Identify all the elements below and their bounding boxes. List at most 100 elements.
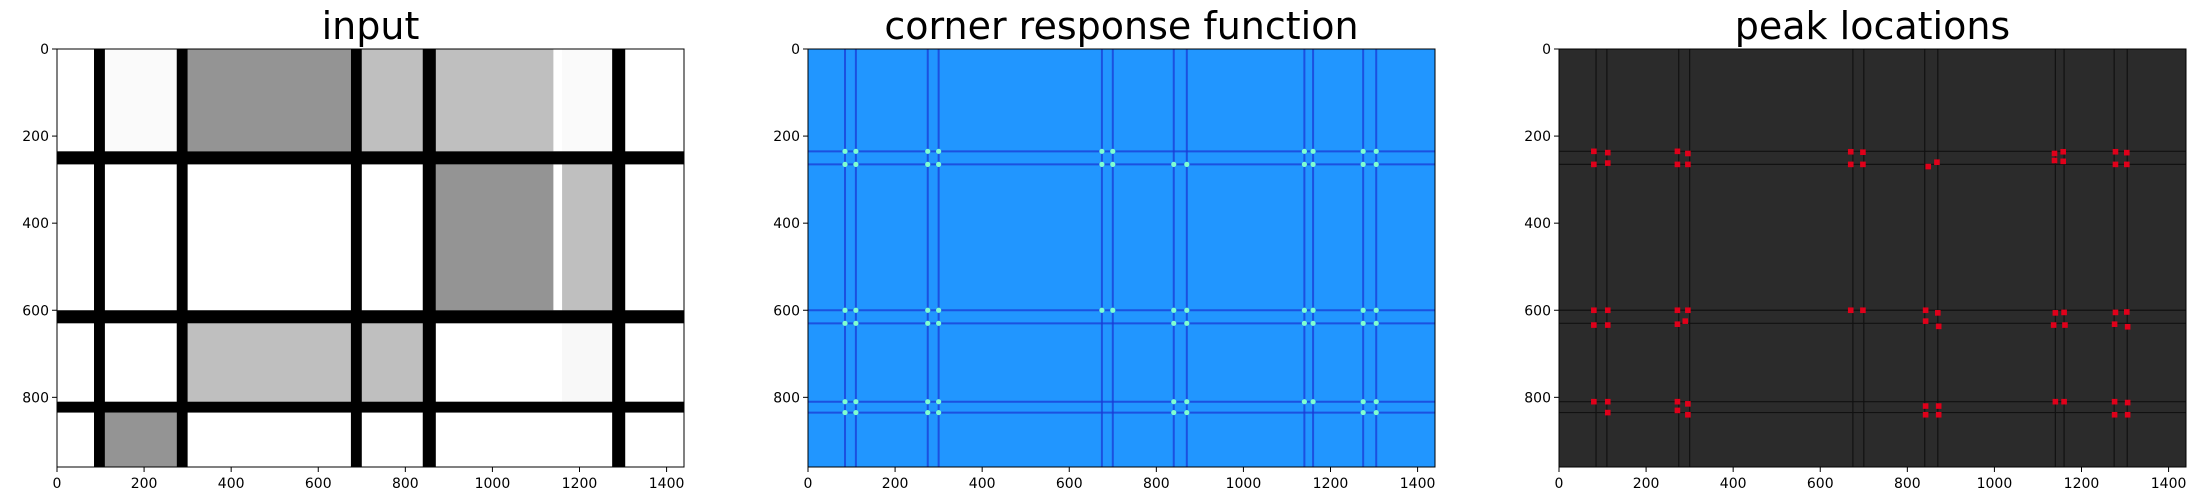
x-tick-label: 800 bbox=[1143, 476, 1170, 492]
peak-marker bbox=[2123, 161, 2130, 168]
horizontal-bar bbox=[57, 151, 684, 165]
y-tick-label: 800 bbox=[773, 390, 800, 406]
vertical-bar bbox=[176, 49, 188, 467]
corner-peak bbox=[1184, 409, 1190, 416]
corner-peak bbox=[1171, 320, 1177, 326]
peak-marker bbox=[1591, 307, 1597, 314]
peak-marker bbox=[2061, 309, 2067, 316]
corner-peak bbox=[1310, 148, 1316, 154]
corner-peak bbox=[1301, 148, 1307, 154]
corner-peak bbox=[1171, 161, 1177, 167]
peak-marker bbox=[1604, 307, 1611, 314]
panel-title: peak locations bbox=[1735, 4, 2010, 48]
peak-marker bbox=[1685, 161, 1691, 168]
corner-peak bbox=[1171, 399, 1177, 405]
panel-input: input 0 200 400 600 800 1000 1200 1400 0 200 400 60… bbox=[22, 4, 685, 492]
peak-marker bbox=[1860, 161, 1866, 168]
x-tick-label: 600 bbox=[1807, 476, 1834, 492]
corner-peak bbox=[842, 399, 848, 405]
vertical-bar bbox=[94, 49, 105, 467]
peak-marker bbox=[2060, 148, 2067, 155]
x-tick-label: 200 bbox=[1633, 476, 1660, 492]
peak-marker bbox=[2111, 398, 2118, 405]
peak-marker bbox=[1591, 148, 1597, 155]
corner-peak bbox=[1373, 399, 1379, 405]
corner-peak bbox=[1373, 307, 1379, 313]
corner-peak bbox=[1099, 161, 1105, 167]
y-tick-label: 600 bbox=[1524, 303, 1551, 319]
peak-marker bbox=[1922, 318, 1929, 324]
x-tick-label: 400 bbox=[969, 476, 996, 492]
y-tick-label: 0 bbox=[791, 42, 800, 58]
filled-cell bbox=[361, 49, 554, 152]
corner-peak bbox=[1373, 320, 1379, 326]
peak-marker bbox=[1604, 149, 1611, 156]
corner-peak bbox=[1310, 320, 1316, 326]
peak-marker bbox=[1674, 307, 1681, 314]
x-tick-label: 0 bbox=[804, 476, 813, 492]
corner-peak bbox=[853, 161, 859, 167]
corner-peak bbox=[842, 320, 848, 326]
peak-marker bbox=[2050, 322, 2057, 328]
horizontal-bar bbox=[57, 310, 684, 324]
corner-peak bbox=[1184, 399, 1190, 405]
corner-peak bbox=[1184, 161, 1190, 167]
filled-cell bbox=[562, 323, 613, 402]
peak-marker bbox=[1935, 411, 1942, 418]
corner-peak bbox=[936, 320, 942, 326]
y-tick-label: 400 bbox=[773, 216, 800, 232]
peak-marker bbox=[2051, 150, 2058, 157]
corner-peak bbox=[1110, 161, 1116, 167]
image-background bbox=[808, 49, 1435, 467]
corner-peak bbox=[1301, 161, 1307, 167]
x-tick-label: 1200 bbox=[1313, 476, 1349, 492]
y-tick-label: 800 bbox=[22, 390, 49, 406]
peak-marker bbox=[1922, 403, 1929, 409]
corner-peak bbox=[1301, 320, 1307, 326]
plot-area bbox=[57, 49, 684, 467]
filled-cell bbox=[104, 412, 177, 467]
peak-marker bbox=[1847, 148, 1854, 155]
x-tick-label: 1400 bbox=[649, 476, 685, 492]
y-tick-label: 400 bbox=[1524, 216, 1551, 232]
peak-marker bbox=[1604, 409, 1611, 416]
peak-marker bbox=[1685, 150, 1691, 157]
axes-frame bbox=[56, 48, 685, 468]
corner-peak bbox=[1373, 161, 1379, 167]
y-tick-label: 200 bbox=[1524, 129, 1551, 145]
x-tick-label: 1000 bbox=[1226, 476, 1262, 492]
corner-peak bbox=[1301, 399, 1307, 405]
peak-marker bbox=[2062, 322, 2068, 328]
corner-peak bbox=[1360, 399, 1366, 405]
corner-peak bbox=[1110, 307, 1116, 313]
corner-peak bbox=[1310, 399, 1316, 405]
peak-marker bbox=[1604, 322, 1611, 328]
y-tick-label: 200 bbox=[22, 129, 49, 145]
peak-marker bbox=[1847, 307, 1854, 314]
corner-peak bbox=[1171, 307, 1177, 313]
x-tick-label: 1400 bbox=[2151, 476, 2187, 492]
x-tick-label: 400 bbox=[1720, 476, 1747, 492]
corner-peak bbox=[936, 307, 942, 313]
peak-marker bbox=[1935, 323, 1942, 330]
peak-marker bbox=[1674, 321, 1681, 327]
corner-peak bbox=[1360, 320, 1366, 326]
y-tick-label: 0 bbox=[1542, 42, 1551, 58]
peak-marker bbox=[1591, 322, 1597, 328]
peak-marker bbox=[1674, 398, 1681, 405]
corner-peak bbox=[925, 409, 931, 416]
corner-peak bbox=[842, 161, 848, 167]
x-tick-label: 400 bbox=[218, 476, 245, 492]
axes-frame bbox=[807, 48, 1436, 468]
peak-marker bbox=[1685, 307, 1691, 314]
peak-marker bbox=[1674, 161, 1681, 168]
corner-peak bbox=[1099, 307, 1105, 313]
peak-marker bbox=[1847, 161, 1854, 168]
peak-marker bbox=[2124, 399, 2131, 406]
corner-peak bbox=[925, 307, 931, 313]
peak-marker bbox=[1674, 148, 1681, 155]
y-tick-label: 200 bbox=[773, 129, 800, 145]
corner-peak bbox=[925, 399, 931, 405]
corner-peak bbox=[936, 148, 942, 154]
